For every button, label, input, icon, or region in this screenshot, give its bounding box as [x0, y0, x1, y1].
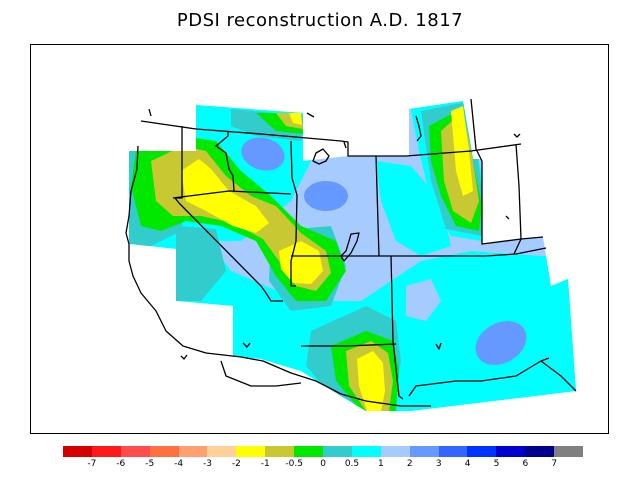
- west-coastline: [125, 145, 431, 407]
- island-outline-1: [180, 354, 188, 360]
- map-title: PDSI reconstruction A.D. 1817: [176, 10, 464, 31]
- border-kansas-south: [485, 247, 547, 257]
- pdsi-zone-yellow-north: [289, 113, 302, 125]
- pdsi-zone-teal-southwest: [176, 226, 226, 301]
- pdsi-zone-yellow-west: [181, 159, 269, 233]
- colorbar-label: 2: [406, 459, 413, 469]
- great-salt-lake-outline: [340, 232, 360, 262]
- lake-outline-north-2: [306, 112, 315, 118]
- colorbar-swatch: [525, 446, 555, 457]
- colorbar-swatch: [323, 446, 352, 457]
- mexico-gulf-coast: [220, 360, 302, 387]
- colorbar-label: -2: [231, 459, 241, 469]
- map-boundaries: [125, 98, 577, 407]
- colorbar-labels: -7 -6 -5 -4 -3 -2 -1 -0.5 0 0.5 1 2 3 4 5 6 7: [63, 459, 583, 473]
- border-texas-east: [540, 360, 577, 392]
- border-oklahoma: [513, 238, 522, 255]
- colorbar-swatch: [351, 446, 381, 457]
- colorbar-label: 4: [464, 459, 471, 469]
- lake-outline-southeast: [435, 342, 442, 350]
- border-minnesota: [515, 143, 522, 240]
- colorbar-swatch: [91, 446, 121, 457]
- pdsi-zone-blue-north: [241, 137, 285, 171]
- lake-outline-northeast: [415, 115, 422, 142]
- colorbar-swatch: [207, 446, 237, 457]
- lake-outline-far-northeast: [513, 133, 521, 138]
- colorbar-label: -7: [87, 459, 97, 469]
- map-frame: [30, 44, 609, 434]
- colorbar-swatch: [63, 446, 92, 457]
- border-california-nevada: [174, 126, 283, 302]
- pdsi-map: [125, 98, 577, 411]
- colorbar-label: 6: [522, 459, 529, 469]
- island-outline-northwest: [148, 108, 152, 117]
- colorbar-swatch: [294, 446, 324, 457]
- colorbar-label: -3: [203, 459, 212, 469]
- colorbar-swatch: [409, 446, 439, 457]
- border-oregon-nevada: [172, 190, 292, 199]
- colorbar-label: 5: [493, 459, 500, 469]
- colorbar-swatch: [380, 446, 410, 457]
- pdsi-zone-blue-southeast: [475, 321, 527, 365]
- lake-outline-east: [505, 215, 510, 220]
- colorbar-swatch: [178, 446, 208, 457]
- pdsi-zone-yellow-south: [357, 351, 385, 411]
- border-utah-north: [290, 240, 297, 287]
- border-north-dakota: [470, 98, 483, 162]
- colorbar-swatch: [120, 446, 150, 457]
- pdsi-zone-cyan-central: [376, 161, 451, 256]
- colorbar-label: 0: [320, 459, 326, 469]
- colorbar-label: -1: [260, 459, 270, 469]
- island-outline-2: [242, 342, 251, 348]
- border-idaho-montana: [290, 140, 298, 242]
- colorbar-swatch: [236, 446, 266, 457]
- colorbar-swatch: [149, 446, 179, 457]
- colorbar-label: 0.5: [344, 459, 360, 469]
- colorbar-swatch: [554, 446, 584, 457]
- colorbar-label: -6: [116, 459, 126, 469]
- border-dakota-south: [481, 161, 544, 245]
- pdsi-zone-yellow-center: [279, 241, 323, 284]
- pdsi-zone-blue-central: [304, 181, 348, 211]
- colorbar-label: 3: [435, 459, 442, 469]
- colorbar-label: 7: [551, 459, 558, 469]
- colorbar-label: -4: [174, 459, 184, 469]
- border-colorado-newmexico: [390, 255, 404, 400]
- colorbar-label: -0.5: [285, 459, 303, 469]
- colorbar-label: -5: [145, 459, 155, 469]
- lake-outline-north: [312, 148, 330, 165]
- border-wyoming-east: [375, 155, 380, 257]
- colorbar-swatch: [467, 446, 497, 457]
- lake-outline-north-3: [343, 141, 347, 149]
- colorbar-label: 1: [378, 459, 384, 469]
- pdsi-zone-yellow-northeast: [451, 106, 473, 196]
- colorbar-swatch: [438, 446, 468, 457]
- colorbar: [63, 446, 584, 457]
- colorbar-swatch: [496, 446, 526, 457]
- canada-us-border: [140, 120, 522, 157]
- pdsi-zone-lightblue-patch: [406, 279, 441, 321]
- colorbar-swatch: [265, 446, 295, 457]
- border-arizona-newmexico: [301, 343, 397, 347]
- border-idaho-west: [215, 131, 235, 192]
